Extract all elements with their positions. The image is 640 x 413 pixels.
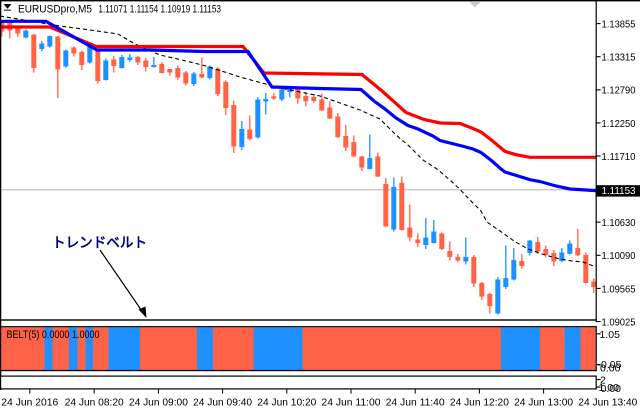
svg-text:1.09025: 1.09025 xyxy=(602,316,636,328)
svg-text:1.00: 1.00 xyxy=(599,382,620,394)
svg-text:24 Jun 09:40: 24 Jun 09:40 xyxy=(193,397,252,409)
svg-text:24 Jun 12:20: 24 Jun 12:20 xyxy=(450,397,509,409)
svg-text:1.05: 1.05 xyxy=(600,329,621,341)
svg-text:1.13855: 1.13855 xyxy=(602,19,636,31)
svg-text:BELT(5) 0.0000 1.0000: BELT(5) 0.0000 1.0000 xyxy=(7,329,100,341)
svg-text:24 Jun 13:00: 24 Jun 13:00 xyxy=(514,397,573,409)
svg-text:1.12790: 1.12790 xyxy=(602,85,636,97)
svg-text:24 Jun 2016: 24 Jun 2016 xyxy=(1,397,58,409)
svg-text:1.11710: 1.11710 xyxy=(602,151,636,163)
svg-text:24 Jun 08:20: 24 Jun 08:20 xyxy=(65,397,124,409)
svg-text:24 Jun 09:00: 24 Jun 09:00 xyxy=(129,397,188,409)
svg-text:0.00: 0.00 xyxy=(601,383,622,395)
svg-text:24 Jun 13:40: 24 Jun 13:40 xyxy=(578,397,637,409)
svg-text:トレンドベルト: トレンドベルト xyxy=(52,235,147,251)
svg-text:1.11153: 1.11153 xyxy=(602,185,636,197)
svg-text:2: 2 xyxy=(600,374,606,386)
svg-text:1.09565: 1.09565 xyxy=(602,283,636,295)
svg-text:1.10630: 1.10630 xyxy=(602,217,636,229)
svg-text:-0.05: -0.05 xyxy=(598,359,622,371)
svg-text:0.00: 0.00 xyxy=(600,363,621,375)
svg-text:EURUSDpro,M5: EURUSDpro,M5 xyxy=(18,3,92,15)
svg-text:24 Jun 11:00: 24 Jun 11:00 xyxy=(322,397,381,409)
svg-text:1.12250: 1.12250 xyxy=(602,118,636,130)
svg-text:24 Jun 10:20: 24 Jun 10:20 xyxy=(257,397,316,409)
svg-text:1.10090: 1.10090 xyxy=(602,250,636,262)
svg-text:1.13315: 1.13315 xyxy=(602,52,636,64)
svg-text:1.11071 1.11154 1.10919 1.1115: 1.11071 1.11154 1.10919 1.11153 xyxy=(98,3,221,15)
svg-text:24 Jun 11:40: 24 Jun 11:40 xyxy=(386,397,445,409)
